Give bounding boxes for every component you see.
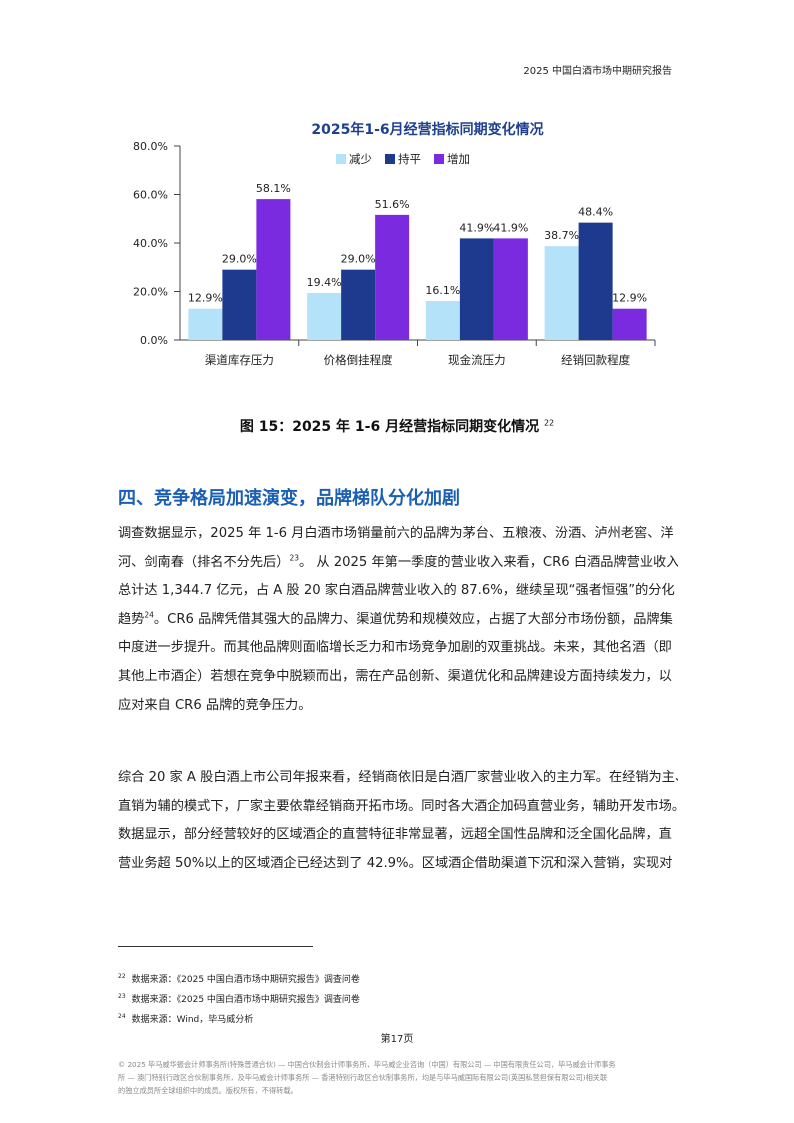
- text-line: 中度进一步提升。而其他品牌则面临增长乏力和市场竞争加剧的双重挑战。未来，其他名酒…: [118, 640, 672, 656]
- paragraph-distribution: 综合 20 家 A 股白酒上市公司年报来看，经销商依旧是白酒厂家营业收入的主力军…: [118, 764, 678, 878]
- footnotes: 22 数据来源：《2025 中国白酒市场中期研究报告》调查问卷 23 数据来源：《2…: [118, 970, 360, 1030]
- x-tick-label: 经销回款程度: [561, 353, 630, 367]
- legal-line: 所 — 澳门特别行政区合伙制事务所，及毕马威会计师事务所 — 香港特别行政区合伙…: [118, 1073, 608, 1082]
- bar-增加: [256, 199, 291, 340]
- chart-title: 2025年1-6月经营指标同期变化情况: [311, 121, 543, 138]
- legend-label: 持平: [398, 152, 421, 166]
- text-line: 总计达 1,344.7 亿元，占 A 股 20 家白酒品牌营业收入的 87.6%…: [118, 583, 675, 599]
- data-label: 51.6%: [375, 198, 410, 211]
- y-tick-label: 40.0%: [133, 237, 168, 250]
- caption-text: 图 15：2025 年 1-6 月经营指标同期变化情况: [239, 419, 540, 435]
- page-number: 第17页: [380, 1034, 414, 1045]
- text-line: 河、剑南春（排名不分先后）23。 从 2025 年第一季度的营业收入来看，CR6…: [118, 553, 678, 570]
- legal-notice: © 2025 毕马威华振会计师事务所(特殊普通合伙) — 中国合伙制会计师事务所…: [118, 1058, 688, 1097]
- text-line: 调查数据显示，2025 年 1-6 月白酒市场销量前六的品牌为茅台、五粮液、汾酒…: [118, 526, 674, 541]
- bar-chart: 2025年1-6月经营指标同期变化情况 0.0% 20.0% 40.0% 60.0% 80…: [118, 112, 678, 380]
- figure-caption: 图 15：2025 年 1-6 月经营指标同期变化情况 22: [0, 416, 794, 436]
- footnote: 23 数据来源：《2025 中国白酒市场中期研究报告》调查问卷: [118, 993, 360, 1006]
- data-label: 41.9%: [459, 221, 494, 234]
- bar-增加: [493, 238, 528, 340]
- y-tick-label: 60.0%: [133, 189, 168, 202]
- bar-减少: [307, 292, 342, 340]
- x-tick-label: 渠道库存压力: [205, 353, 274, 367]
- legend-label: 减少: [349, 152, 372, 166]
- text-line: 数据显示，部分经营较好的区域酒企的直营特征非常显著，远超全国性品牌和泛全国化品牌…: [118, 827, 672, 843]
- x-tick-label: 价格倒挂程度: [324, 353, 393, 367]
- text-line: 应对来自 CR6 品牌的竞争压力。: [118, 697, 312, 713]
- data-label: 58.1%: [256, 182, 291, 195]
- bar-持平: [341, 269, 376, 340]
- legend-swatch-减少: [336, 154, 346, 164]
- bar-持平: [578, 222, 613, 340]
- y-tick-label: 80.0%: [133, 140, 168, 153]
- data-label: 38.7%: [544, 229, 579, 242]
- footnote-ref[interactable]: 24: [144, 610, 154, 620]
- text-line: 综合 20 家 A 股白酒上市公司年报来看，经销商依旧是白酒厂家营业收入的主力军…: [118, 770, 678, 785]
- footnote-divider: [118, 946, 313, 947]
- legal-line: 的独立成员所全球组织中的成员。版权所有，不得转载。: [118, 1086, 298, 1095]
- bar-减少: [544, 246, 579, 340]
- footnote: 22 数据来源：《2025 中国白酒市场中期研究报告》调查问卷: [118, 973, 360, 986]
- chart-svg: 2025年1-6月经营指标同期变化情况 0.0% 20.0% 40.0% 60.0% 80…: [133, 121, 656, 367]
- data-label: 29.0%: [222, 253, 257, 266]
- legend-swatch-持平: [385, 154, 395, 164]
- legend-label: 增加: [447, 152, 470, 166]
- bar-持平: [459, 238, 494, 340]
- legal-line: © 2025 毕马威华振会计师事务所(特殊普通合伙) — 中国合伙制会计师事务所…: [118, 1060, 616, 1069]
- text-line: 直销为辅的模式下，厂家主要依靠经销商开拓市场。同时各大酒企加码直营业务，辅助开发…: [118, 798, 678, 814]
- footnote: 24 数据来源：Wind，毕马威分析: [118, 1013, 254, 1026]
- y-tick-label: 0.0%: [140, 334, 168, 347]
- data-label: 29.0%: [341, 253, 376, 266]
- data-label: 16.1%: [425, 284, 460, 297]
- bar-增加: [375, 214, 410, 340]
- text-line: 营业务超 50%以上的区域酒企已经达到了 42.9%。区域酒企借助渠道下沉和深入…: [118, 855, 673, 871]
- running-header: 2025 中国白酒市场中期研究报告: [523, 66, 672, 77]
- bar-持平: [222, 269, 257, 340]
- y-tick-label: 20.0%: [133, 286, 168, 299]
- data-label: 19.4%: [307, 276, 342, 289]
- data-label: 41.9%: [493, 221, 528, 234]
- bar-增加: [612, 308, 647, 340]
- caption-footnote-ref[interactable]: 22: [543, 418, 555, 428]
- bar-减少: [188, 308, 223, 340]
- section-heading: 四、竞争格局加速演变，品牌梯队分化加剧: [118, 488, 460, 509]
- x-tick-label: 现金流压力: [448, 353, 506, 367]
- data-label: 12.9%: [612, 292, 647, 305]
- bar-减少: [425, 300, 460, 340]
- text-line: 其他上市酒企）若想在竞争中脱颖而出，需在产品创新、渠道优化和品牌建设方面持续发力…: [118, 668, 672, 684]
- data-label: 48.4%: [578, 206, 613, 219]
- paragraph-brand-ranking: 调查数据显示，2025 年 1-6 月白酒市场销量前六的品牌为茅台、五粮液、汾酒…: [118, 520, 678, 720]
- legend-swatch-增加: [434, 154, 444, 164]
- text-line: 趋势24。CR6 品牌凭借其强大的品牌力、渠道优势和规模效应，占据了大部分市场份…: [118, 610, 673, 627]
- data-label: 12.9%: [188, 292, 223, 305]
- footnote-ref[interactable]: 23: [289, 553, 299, 563]
